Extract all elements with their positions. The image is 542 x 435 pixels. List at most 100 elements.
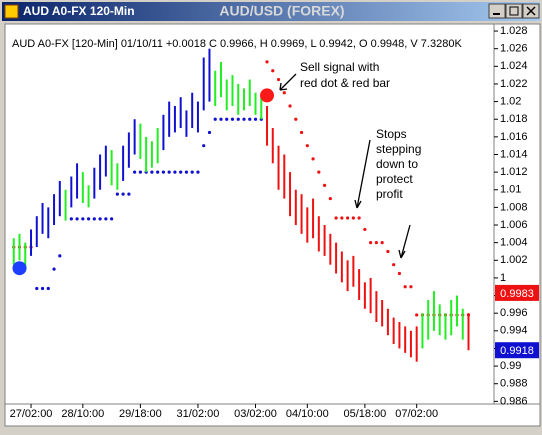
stop-dot	[409, 285, 413, 289]
y-tick-label: 1.008	[500, 201, 528, 213]
y-tick-label: 1.002	[500, 254, 528, 266]
stop-dot	[248, 117, 252, 121]
stop-dot	[305, 144, 309, 148]
price-marker-label: 0.9918	[500, 345, 534, 357]
stop-dot	[392, 263, 396, 267]
stop-dot	[52, 267, 56, 271]
stop-dot	[328, 196, 332, 201]
stop-dot	[299, 130, 304, 135]
stop-dot	[207, 130, 212, 135]
stop-dot	[236, 117, 240, 121]
stop-dot	[415, 313, 419, 317]
x-tick-label: 28/10:00	[61, 408, 104, 420]
x-tick-label: 27/02:00	[10, 408, 53, 420]
y-tick-label: 1.026	[500, 43, 528, 55]
stop-dot	[271, 69, 275, 73]
stop-dot	[351, 216, 355, 220]
stop-dot	[294, 117, 298, 121]
stop-dot	[219, 117, 223, 121]
maximize-button[interactable]	[505, 3, 523, 19]
stop-dot	[92, 217, 96, 221]
x-tick-label: 05/18:00	[343, 408, 386, 420]
y-tick-label: 1.022	[500, 78, 528, 90]
x-tick-label: 31/02:00	[177, 408, 220, 420]
stop-dot	[397, 271, 402, 276]
arrow	[354, 139, 371, 209]
stop-dot	[81, 217, 85, 221]
stop-dot	[202, 144, 206, 148]
stop-dot	[115, 192, 119, 196]
x-tick-label: 07/02:00	[395, 408, 438, 420]
stop-dot	[340, 216, 344, 220]
close-icon	[526, 6, 536, 16]
stop-dot	[46, 286, 50, 291]
stop-dot	[265, 60, 269, 64]
stop-dot	[357, 216, 361, 220]
stop-dot	[35, 286, 39, 291]
stop-dot	[346, 216, 350, 220]
window-buttons	[488, 3, 540, 19]
y-tick-label: 1.006	[500, 219, 528, 231]
signal-dot	[260, 88, 275, 103]
stop-dot	[374, 241, 378, 245]
arrow	[279, 73, 297, 91]
annotation-line: Sell signal with	[300, 60, 379, 74]
stop-dot	[311, 157, 315, 161]
stop-dot	[150, 170, 154, 174]
stop-dot	[104, 217, 108, 221]
stop-dot	[156, 170, 160, 174]
marks	[12, 48, 471, 362]
stop-dot	[133, 170, 137, 174]
arrow	[398, 224, 411, 259]
stop-dot	[69, 217, 73, 221]
stop-dot	[380, 241, 384, 245]
stop-dot	[75, 217, 79, 221]
y-tick-label: 1.028	[500, 25, 528, 37]
stop-dot	[282, 91, 286, 95]
stop-dot	[161, 170, 166, 174]
stop-dot	[190, 170, 194, 174]
y-tick-label: 1.004	[500, 237, 528, 249]
stop-dot	[230, 117, 235, 121]
stop-dot	[386, 249, 390, 254]
chart-title: AUD/USD (FOREX)	[219, 3, 344, 19]
price-marker	[495, 284, 539, 301]
stop-dot	[317, 170, 321, 174]
annotation-line: Stops	[376, 127, 407, 141]
y-tick-label: 1.02	[500, 95, 521, 107]
price-marker	[495, 342, 539, 359]
stop-dot	[369, 241, 373, 245]
window-title: AUD A0-FX 120-Min	[23, 4, 135, 18]
annotation-line: protect	[376, 172, 413, 186]
stop-dot	[276, 77, 281, 82]
x-axis-area	[4, 403, 541, 427]
stop-dot	[242, 117, 246, 121]
y-tick-label: 0.996	[500, 307, 528, 319]
y-tick-label: 0.994	[500, 325, 528, 337]
x-tick-label: 03/02:00	[234, 408, 277, 420]
annotation-line: stepping	[376, 142, 421, 156]
y-tick-label: 0.99	[500, 360, 521, 372]
y-tick-label: 1.018	[500, 113, 528, 125]
stop-dot	[86, 217, 91, 221]
stop-dot	[58, 254, 62, 258]
stop-dot	[179, 170, 183, 174]
stop-dot	[184, 170, 189, 174]
y-tick-label: 1.01	[500, 184, 521, 196]
x-tick-label: 04/10:00	[286, 408, 329, 420]
stop-dot	[403, 285, 407, 289]
stop-dot	[225, 117, 229, 121]
stop-dot	[121, 192, 125, 196]
y-tick-label: 1.016	[500, 131, 528, 143]
stop-dot	[138, 170, 142, 174]
window-icon	[4, 4, 19, 19]
annotation-sell: Sell signal with red dot & red bar	[279, 60, 390, 91]
stop-dot	[173, 170, 177, 174]
stop-dot	[213, 117, 217, 121]
stop-dot	[167, 170, 171, 174]
minimize-button[interactable]	[488, 3, 506, 19]
annotation-line: profit	[376, 187, 403, 201]
stop-dot	[98, 217, 102, 221]
annotation-line: red dot & red bar	[300, 76, 390, 90]
